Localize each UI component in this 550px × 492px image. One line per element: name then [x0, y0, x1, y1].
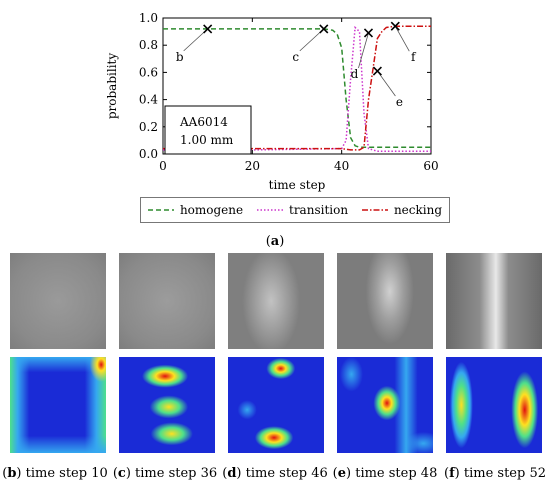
- caption-f: (f) time step 52: [443, 466, 546, 481]
- caption-row: (b) time step 10 (c) time step 36 (d) ti…: [0, 466, 550, 481]
- caption-d: (d) time step 46: [222, 466, 328, 481]
- specimen-image-b: [10, 253, 106, 349]
- annotation-frame: [164, 105, 252, 155]
- heatmap-row: [10, 357, 542, 453]
- plot-frame: [162, 17, 432, 155]
- specimen-image-row: [10, 253, 542, 349]
- annotation-box: AA6014 1.00 mm: [164, 105, 252, 155]
- legend-label-homogene: homogene: [179, 203, 244, 217]
- specimen-image-e: [337, 253, 433, 349]
- legend-swatch-necking: [361, 209, 388, 211]
- heatmap-f: [446, 357, 542, 453]
- heatmap-c: [119, 357, 215, 453]
- marker-cross2-f: [390, 21, 400, 31]
- series-line-transition: [163, 25, 431, 153]
- chart-axes: 0 20 40 60 0.0 0.2 0.4 0.6 0.8 1.0 time step probab…: [105, 11, 439, 192]
- chart-markers: b c d e f: [176, 21, 417, 109]
- annotation-line-2: 1.00 mm: [180, 133, 234, 147]
- series-line-homogene: [163, 28, 431, 148]
- marker-leader-e: [377, 70, 396, 97]
- marker-label-e: e: [396, 95, 403, 109]
- legend-swatch-homogene: [147, 209, 174, 211]
- marker-label-f: f: [411, 50, 417, 64]
- y-tick-label: 0.4: [139, 93, 158, 107]
- specimen-image-c: [119, 253, 215, 349]
- panel-a-label: (a): [265, 234, 285, 249]
- chart-legend: homogene transition necking: [140, 197, 450, 223]
- caption-c: (c) time step 36: [112, 466, 218, 481]
- legend-item-transition: transition: [257, 203, 348, 217]
- marker-label-c: c: [292, 50, 299, 64]
- marker-leader-f: [394, 25, 410, 52]
- x-tick-label: 0: [159, 159, 167, 173]
- x-axis-label: time step: [269, 178, 326, 192]
- specimen-image-d: [228, 253, 324, 349]
- y-tick-label: 0.6: [139, 65, 158, 79]
- annotation-line-1: AA6014: [179, 115, 228, 129]
- heatmap-d: [228, 357, 324, 453]
- y-axis-label: probability: [105, 53, 119, 119]
- caption-b: (b) time step 10: [2, 466, 108, 481]
- legend-swatch-transition: [257, 209, 283, 211]
- y-tick-label: 1.0: [139, 11, 158, 25]
- x-tick-label: 20: [245, 159, 260, 173]
- probability-chart: 0 20 40 60 0.0 0.2 0.4 0.6 0.8 1.0 time step probab…: [105, 11, 439, 192]
- marker-cross2-e: [372, 66, 382, 76]
- x-tick-label: 60: [423, 159, 438, 173]
- legend-label-necking: necking: [393, 203, 443, 217]
- marker-label-b: b: [176, 50, 184, 64]
- chart-series: [163, 25, 431, 153]
- marker-cross2-d: [363, 28, 374, 38]
- marker-cross2-b: [203, 24, 213, 34]
- series-line-necking: [163, 25, 431, 151]
- heatmap-e: [337, 357, 433, 453]
- marker-cross2-c: [319, 24, 329, 34]
- marker-label-d: d: [351, 67, 359, 81]
- heatmap-b: [10, 357, 106, 453]
- legend-item-homogene: homogene: [147, 203, 244, 217]
- x-tick-label: 40: [334, 159, 349, 173]
- y-tick-label: 0.2: [139, 120, 158, 134]
- legend-item-necking: necking: [361, 203, 443, 217]
- y-tick-label: 0.0: [139, 147, 158, 161]
- caption-e: (e) time step 48: [332, 466, 438, 481]
- marker-leader-d: [358, 32, 369, 69]
- specimen-image-f: [446, 253, 542, 349]
- legend-label-transition: transition: [289, 203, 349, 217]
- y-tick-label: 0.8: [139, 38, 158, 52]
